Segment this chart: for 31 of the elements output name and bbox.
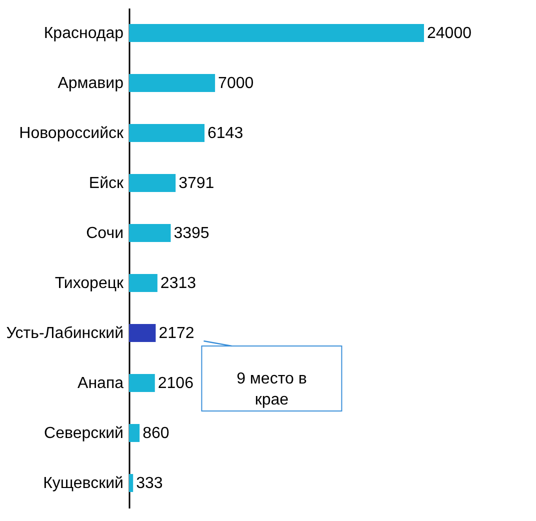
bar: [129, 374, 155, 392]
y-tick-label: Сочи: [86, 225, 124, 242]
data-label: 2106: [158, 375, 194, 392]
data-label: 860: [142, 425, 170, 442]
bar: [129, 274, 158, 292]
y-tick-label: Армавир: [58, 75, 124, 92]
annotation: 9 место в крае: [236, 370, 307, 408]
y-tick-label: Ейск: [88, 175, 124, 192]
data-label: 2172: [158, 325, 194, 342]
y-tick-label: Новороссийск: [19, 125, 124, 142]
bar: [129, 74, 216, 92]
y-tick-label: Анапа: [78, 375, 124, 392]
y-tick-label: Усть-Лабинский: [6, 325, 124, 342]
data-label: 3791: [178, 175, 214, 192]
data-label: 3395: [174, 225, 210, 242]
data-label: 7000: [218, 75, 254, 92]
bar: [129, 224, 171, 242]
bar: [129, 174, 176, 192]
bar: [129, 124, 205, 142]
bar: [129, 24, 424, 42]
bar: [129, 424, 140, 442]
data-label: 2313: [160, 275, 196, 292]
data-label: 6143: [208, 125, 244, 142]
bar: [129, 474, 134, 492]
data-label: 333: [136, 475, 163, 492]
y-tick-label: Северский: [44, 425, 124, 442]
bar: [129, 324, 156, 342]
data-label: 24000: [427, 25, 472, 42]
y-tick-label: Кущевский: [43, 475, 124, 492]
y-tick-label: Краснодар: [44, 25, 124, 42]
y-tick-label: Тихорецк: [54, 275, 124, 292]
